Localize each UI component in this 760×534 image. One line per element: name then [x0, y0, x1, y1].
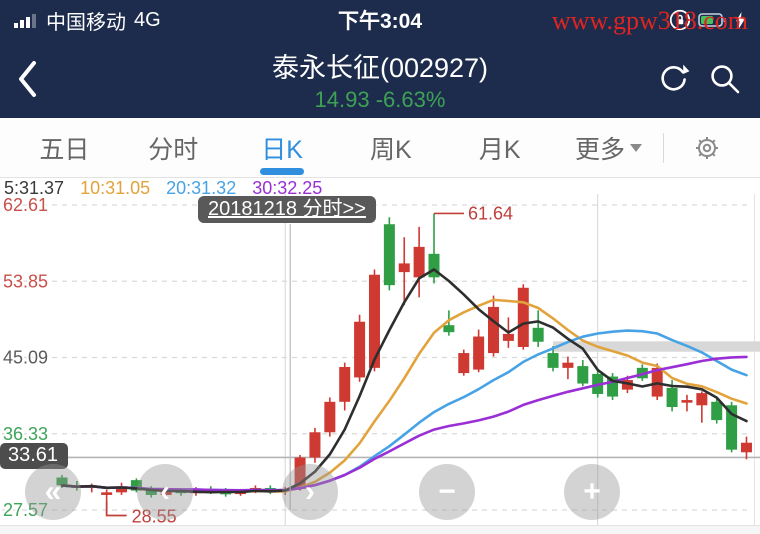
- chevron-right-icon: ›: [305, 475, 315, 508]
- annotation-low-label: 28.55: [132, 506, 177, 526]
- candle-body: [160, 490, 172, 495]
- pan-left-button[interactable]: ‹: [137, 464, 193, 520]
- y-tick-label: 27.57: [3, 500, 48, 520]
- orientation-lock-icon: [669, 9, 691, 31]
- tab-monthly-k[interactable]: 月K: [478, 135, 521, 164]
- search-button[interactable]: [708, 62, 742, 96]
- price-value: 14.93: [314, 87, 370, 112]
- candle-body: [413, 246, 425, 278]
- candle-body: [473, 336, 485, 370]
- candle-body: [532, 327, 544, 342]
- back-button[interactable]: [16, 60, 56, 100]
- pan-fast-left-button[interactable]: «: [25, 464, 81, 520]
- chevron-left-icon: ‹: [160, 475, 170, 508]
- battery-icon: [698, 13, 727, 27]
- ma30-line: [60, 355, 748, 492]
- kline-chart-area: 5:31.37 10:31.05 20:31.32 30:32.25 62.61…: [0, 178, 760, 534]
- price-marker-badge: 33.61: [0, 443, 69, 470]
- tab-daily-k[interactable]: 日K: [228, 118, 337, 177]
- zoom-out-button[interactable]: −: [419, 464, 475, 520]
- ma-legend: 5:31.37 10:31.05 20:31.32 30:32.25: [4, 178, 322, 199]
- highlight-band: [553, 341, 760, 352]
- refresh-icon: [661, 64, 690, 91]
- ma20-value: 20:31.32: [166, 178, 237, 198]
- page-title: 泰永长征(002927): [271, 53, 489, 83]
- ma10-line: [60, 298, 748, 493]
- candle-body: [339, 366, 351, 402]
- candle-body: [383, 224, 395, 286]
- candle-body: [116, 486, 128, 493]
- clock: 下午3:04: [337, 10, 423, 33]
- candle-body: [368, 274, 380, 368]
- charging-bolt-icon: [736, 11, 745, 29]
- header: 泰永长征(002927) 14.93 -6.63%: [0, 40, 760, 118]
- candle-body: [294, 457, 306, 489]
- candle-body: [324, 401, 336, 433]
- settings-button[interactable]: [664, 118, 750, 177]
- tab-five-day[interactable]: 五日: [39, 135, 90, 164]
- candle-body: [577, 366, 589, 384]
- candle-body: [681, 400, 693, 403]
- candle-body: [354, 321, 366, 378]
- candle-body: [428, 253, 440, 278]
- y-tick-label: 45.09: [3, 348, 48, 368]
- candle-body: [726, 405, 738, 450]
- candle-body: [220, 492, 232, 495]
- date-tooltip[interactable]: 20181218 分时>>: [198, 196, 376, 223]
- annotation-high-label: 61.64: [468, 203, 513, 223]
- plus-icon: +: [583, 475, 601, 508]
- candle-body: [562, 362, 574, 368]
- candle-body: [517, 287, 529, 347]
- search-icon: [711, 65, 740, 94]
- candle-body: [740, 442, 752, 453]
- candle-body: [607, 376, 619, 397]
- candle-body: [130, 480, 142, 491]
- kline-chart[interactable]: 62.61 53.85 45.09 36.33 27.57 61.64 28.55: [0, 178, 760, 534]
- ma5-line: [60, 268, 748, 494]
- refresh-button[interactable]: [656, 62, 690, 96]
- chevron-left-icon: [19, 61, 36, 97]
- zoom-in-button[interactable]: +: [564, 464, 620, 520]
- period-tabbar: 五日 分时 日K 周K 月K 更多: [0, 118, 760, 178]
- y-tick-label: 53.85: [3, 271, 48, 291]
- gear-icon: [695, 136, 718, 159]
- pan-right-button[interactable]: ›: [282, 464, 338, 520]
- network-label: 4G: [134, 8, 161, 31]
- change-percent: -6.63%: [375, 87, 446, 112]
- ma10-value: 10:31.05: [80, 178, 151, 198]
- ma30-value: 30:32.25: [252, 178, 323, 198]
- status-bar: 中国移动 4G 下午3:04 www.gpw318.com: [0, 0, 760, 40]
- minus-icon: −: [438, 475, 456, 508]
- candle-body: [502, 333, 514, 341]
- ma5-value: 5:31.37: [4, 178, 65, 198]
- candle-body: [443, 325, 455, 333]
- carrier-label: 中国移动: [46, 11, 126, 34]
- candle-body: [488, 306, 500, 354]
- annotation-bracket: [105, 501, 127, 517]
- double-chevron-left-icon: «: [44, 475, 62, 508]
- candle-body: [458, 353, 470, 374]
- candle-body: [309, 432, 321, 458]
- candle-body: [666, 387, 678, 408]
- divider: [662, 132, 664, 163]
- candle-body: [547, 353, 559, 368]
- candle-body: [56, 477, 68, 486]
- tab-weekly-k[interactable]: 周K: [370, 135, 412, 164]
- candle-body: [711, 401, 723, 421]
- candle-body: [398, 263, 410, 273]
- price-change: 14.93 -6.63%: [0, 87, 760, 113]
- tab-intraday[interactable]: 分时: [148, 135, 199, 164]
- tab-more[interactable]: 更多: [554, 118, 663, 177]
- candle-body: [145, 490, 157, 495]
- candle-body: [101, 492, 113, 495]
- signal-strength-icon: [14, 14, 36, 28]
- y-tick-label: 62.61: [3, 195, 48, 215]
- y-tick-label: 36.33: [3, 424, 48, 444]
- chevron-down-icon: [630, 143, 643, 152]
- candle-body: [621, 380, 633, 390]
- candle-body: [696, 393, 708, 406]
